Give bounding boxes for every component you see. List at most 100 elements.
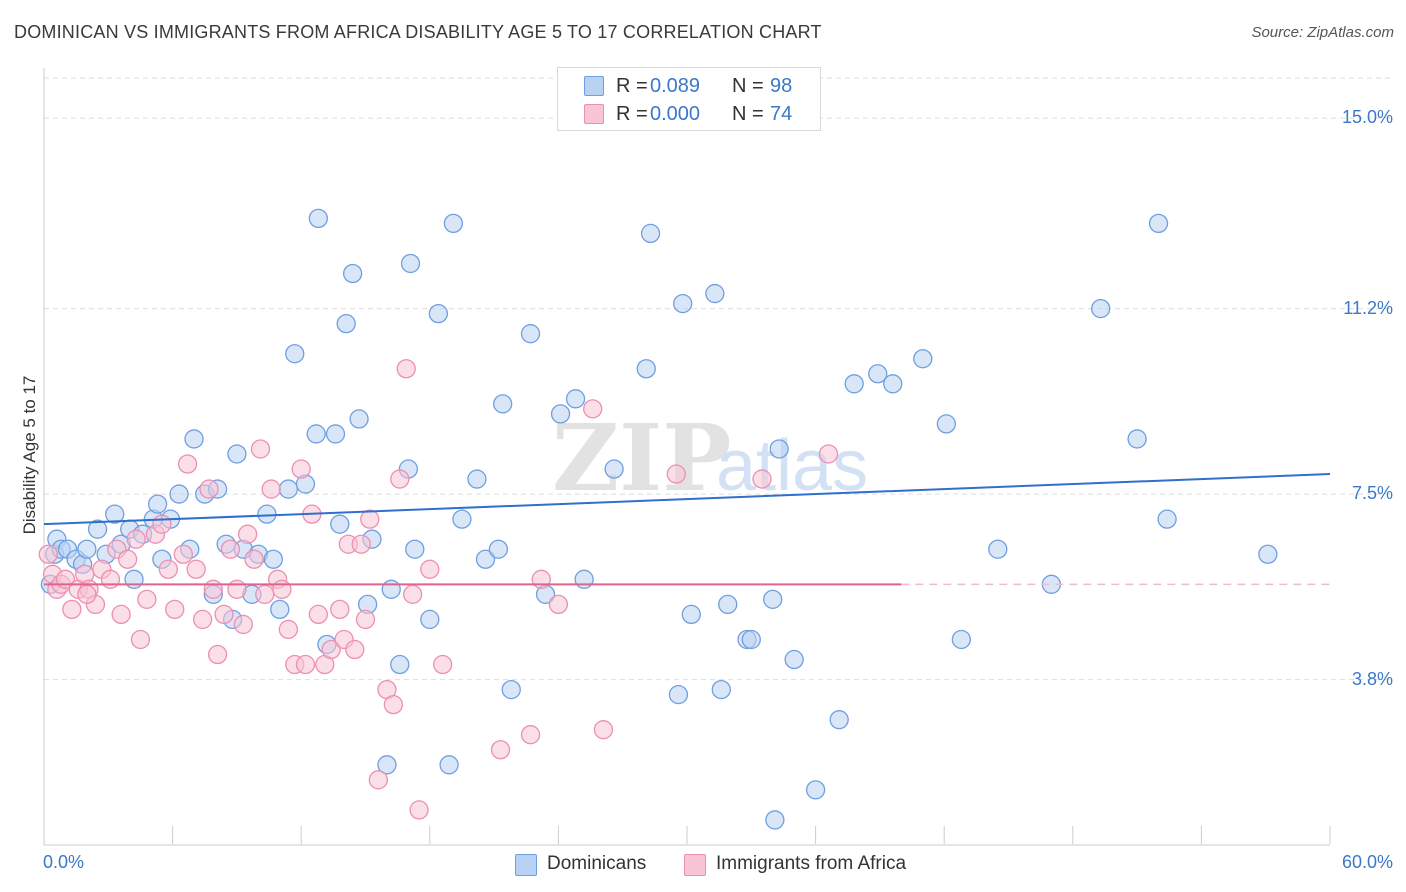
point-africa [117, 549, 138, 569]
point-dominican [741, 629, 761, 650]
point-dominican [883, 374, 903, 394]
point-dominican [844, 374, 864, 394]
series-immigrants-from-africa [38, 359, 839, 820]
point-dominican [673, 293, 693, 314]
point-dominican [330, 514, 350, 534]
point-dominican [951, 629, 971, 650]
point-dominican [285, 344, 305, 364]
point-africa [295, 654, 316, 675]
point-dominican [270, 599, 290, 620]
point-africa [409, 800, 429, 820]
point-dominican [377, 755, 397, 775]
point-africa [390, 469, 410, 489]
legend-n-value: 74 [770, 103, 793, 125]
point-africa [278, 619, 298, 640]
legend-n-label: N = [732, 103, 764, 125]
point-dominican [1091, 298, 1111, 319]
watermark-atlas: atlas [716, 426, 868, 506]
point-dominican [574, 569, 594, 589]
legend-swatch-africa [684, 854, 706, 876]
point-dominican [147, 494, 168, 514]
point-dominican [681, 604, 701, 625]
point-dominican [550, 404, 571, 424]
point-dominican [718, 594, 738, 615]
point-africa [173, 544, 193, 564]
point-dominican [711, 679, 731, 700]
point-africa [351, 534, 371, 554]
point-africa [137, 589, 157, 610]
point-dominican [443, 213, 464, 234]
point-africa [520, 725, 541, 745]
trend-line-dominicans [43, 473, 1331, 526]
point-africa [583, 399, 603, 419]
point-africa [420, 559, 440, 579]
point-dominican [765, 810, 785, 830]
point-africa [330, 599, 350, 620]
source-label: Source: ZipAtlas.com [1251, 24, 1394, 41]
point-dominican [784, 649, 804, 670]
point-dominican [913, 349, 933, 369]
point-dominican [475, 549, 496, 569]
y-tick-label: 7.5% [1351, 483, 1393, 504]
y-tick-label: 15.0% [1341, 107, 1393, 128]
axes [43, 68, 1331, 846]
point-dominican [1148, 213, 1169, 234]
point-africa [220, 539, 241, 559]
legend-n-value: 98 [770, 75, 793, 97]
point-dominican [488, 539, 509, 559]
point-dominican [263, 549, 283, 569]
point-dominican [439, 755, 459, 775]
point-africa [100, 569, 121, 589]
point-dominican [87, 519, 108, 539]
point-dominican [604, 459, 624, 479]
point-africa [291, 459, 311, 479]
point-dominican [227, 444, 247, 464]
point-dominican [428, 303, 449, 324]
correlation-legend: R = 0.089 N = 98 R = 0.000 N = 74 [557, 67, 821, 131]
legend-swatch-africa [584, 104, 604, 124]
point-africa [152, 514, 172, 534]
point-africa [207, 644, 228, 665]
point-dominican [342, 263, 363, 284]
point-africa [433, 654, 453, 675]
point-africa [593, 720, 614, 740]
point-dominican [308, 208, 328, 229]
point-dominican [868, 364, 888, 384]
point-africa [308, 604, 328, 625]
point-africa [126, 529, 146, 549]
legend-r-label: R = [616, 103, 648, 125]
point-dominican [1258, 544, 1278, 564]
point-dominican [452, 509, 472, 529]
point-africa [321, 639, 341, 660]
point-dominican [336, 313, 356, 334]
point-africa [818, 444, 839, 464]
point-africa [62, 599, 82, 620]
point-dominican [763, 589, 783, 610]
point-africa [165, 599, 185, 620]
point-africa [214, 604, 234, 625]
point-dominican [381, 579, 401, 599]
point-africa [158, 559, 178, 579]
point-dominican [124, 569, 144, 589]
legend-swatch-dominicans [584, 76, 604, 96]
point-africa [255, 584, 275, 604]
point-africa [666, 464, 686, 484]
point-dominican [769, 439, 789, 459]
legend-n-label: N = [732, 75, 764, 97]
point-africa [38, 544, 58, 564]
point-dominican [493, 394, 513, 414]
point-africa [272, 579, 292, 599]
point-africa [203, 579, 223, 599]
legend-label-dominicans: Dominicans [547, 853, 647, 874]
point-africa [355, 609, 376, 630]
trend-lines [43, 473, 1331, 586]
point-africa [233, 614, 253, 635]
point-africa [261, 479, 281, 499]
point-africa [368, 770, 389, 790]
legend-label-africa: Immigrants from Africa [716, 853, 907, 874]
point-dominican [636, 359, 656, 379]
watermark-zip: ZIP [552, 404, 731, 512]
legend-r-label: R = [616, 75, 648, 97]
